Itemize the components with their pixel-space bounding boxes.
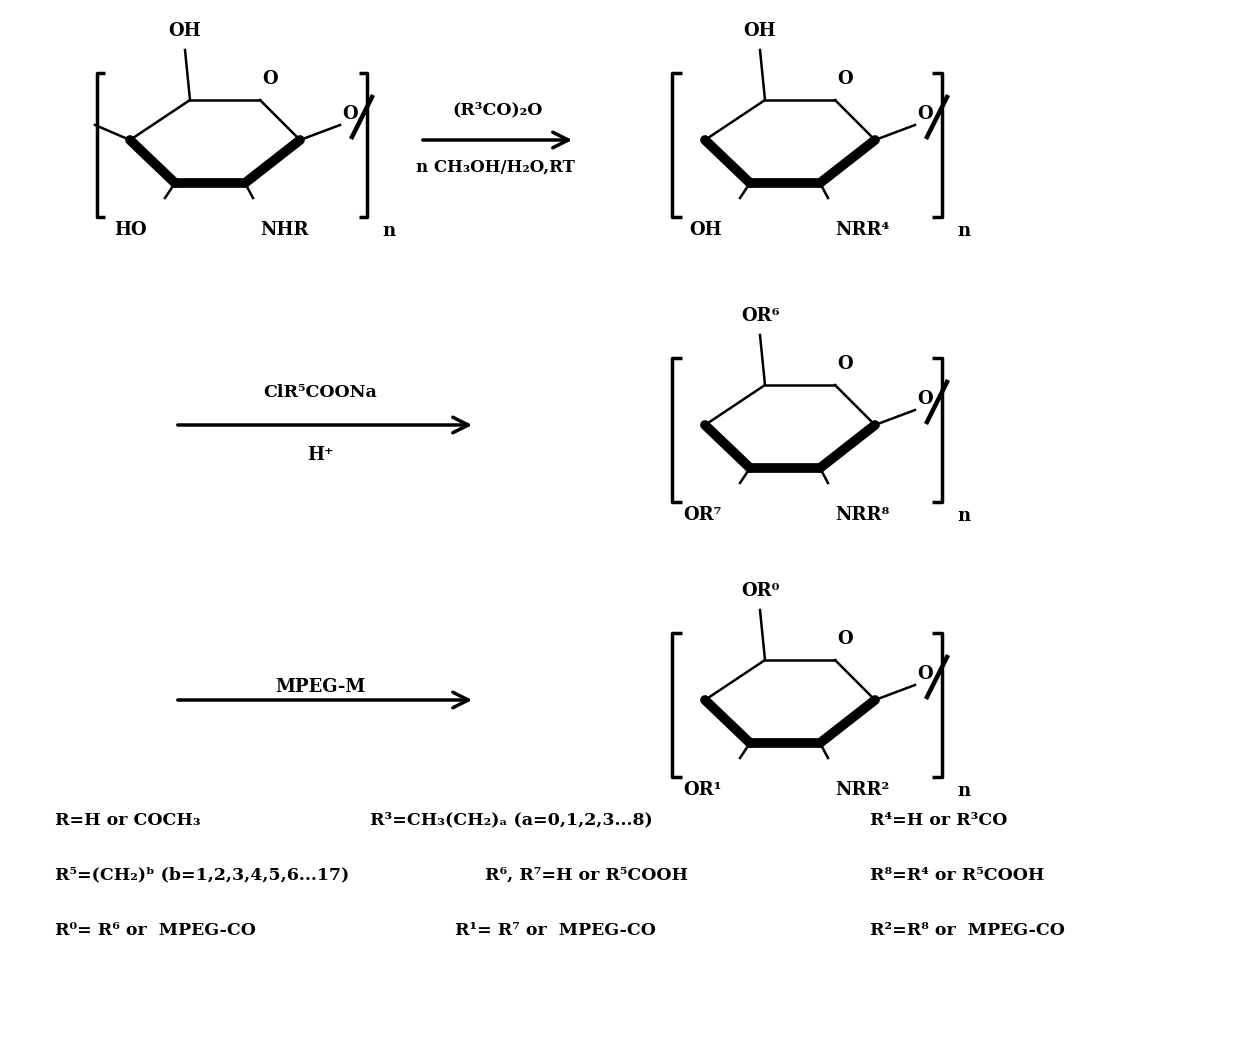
Text: R⁴=H or R³CO: R⁴=H or R³CO (870, 811, 1007, 829)
Text: O: O (918, 390, 932, 408)
Text: OR⁶: OR⁶ (740, 307, 779, 326)
Text: OR⁷: OR⁷ (683, 506, 722, 524)
Text: OR⁰: OR⁰ (740, 582, 779, 600)
Text: R²=R⁸ or  MPEG-CO: R²=R⁸ or MPEG-CO (870, 921, 1065, 938)
Text: R=H or COCH₃: R=H or COCH₃ (55, 811, 201, 829)
Text: O: O (837, 70, 853, 88)
Text: n: n (382, 222, 396, 240)
Text: OH: OH (744, 22, 776, 40)
Text: OH: OH (689, 222, 722, 239)
Text: n CH₃OH/H₂O,RT: n CH₃OH/H₂O,RT (415, 158, 574, 176)
Text: OR¹: OR¹ (683, 781, 722, 799)
Text: OH: OH (169, 22, 201, 40)
Text: ClR⁵COONa: ClR⁵COONa (263, 384, 377, 400)
Text: O: O (837, 355, 853, 373)
Text: O: O (837, 630, 853, 648)
Text: MPEG-M: MPEG-M (275, 678, 366, 696)
Text: R⁶, R⁷=H or R⁵COOH: R⁶, R⁷=H or R⁵COOH (485, 866, 688, 884)
Text: R⁰= R⁶ or  MPEG-CO: R⁰= R⁶ or MPEG-CO (55, 921, 255, 938)
Text: O: O (342, 105, 357, 123)
Text: HO: HO (114, 222, 148, 239)
Text: n: n (957, 782, 970, 800)
Text: NHR: NHR (260, 222, 309, 239)
Text: R⁵=(CH₂)ᵇ (b=1,2,3,4,5,6...17): R⁵=(CH₂)ᵇ (b=1,2,3,4,5,6...17) (55, 866, 350, 884)
Text: n: n (957, 508, 970, 525)
Text: O: O (918, 105, 932, 123)
Text: R³=CH₃(CH₂)ₐ (a=0,1,2,3...8): R³=CH₃(CH₂)ₐ (a=0,1,2,3...8) (370, 811, 652, 829)
Text: NRR⁸: NRR⁸ (835, 506, 889, 524)
Text: O: O (262, 70, 278, 88)
Text: R⁸=R⁴ or R⁵COOH: R⁸=R⁴ or R⁵COOH (870, 866, 1044, 884)
Text: n: n (957, 222, 970, 240)
Text: R¹= R⁷ or  MPEG-CO: R¹= R⁷ or MPEG-CO (455, 921, 656, 938)
Text: NRR²: NRR² (835, 781, 889, 799)
Text: H⁺: H⁺ (306, 446, 334, 464)
Text: O: O (918, 665, 932, 683)
Text: (R³CO)₂O: (R³CO)₂O (453, 102, 543, 119)
Text: NRR⁴: NRR⁴ (835, 222, 889, 239)
